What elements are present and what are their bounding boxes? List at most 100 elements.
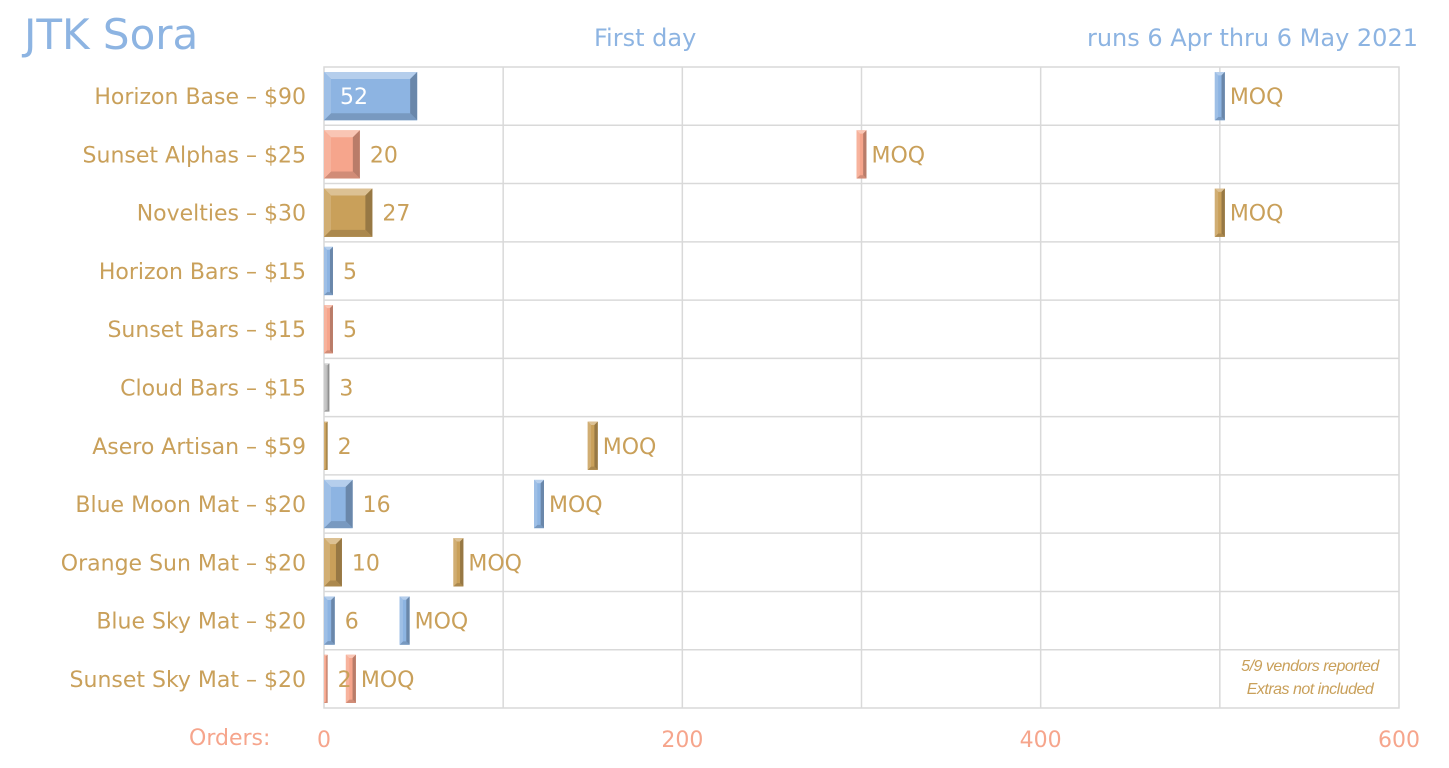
bar-body <box>324 596 335 645</box>
moq-marker-bevel-bottom <box>587 466 598 470</box>
moq-marker-body <box>345 654 356 703</box>
category-label: Horizon Base – $90 <box>94 85 306 110</box>
bar-bevel-top <box>324 72 418 79</box>
bar-bevel-right <box>352 130 360 179</box>
value-label: 2 <box>338 435 352 460</box>
moq-marker-bevel-right <box>406 596 410 645</box>
bar-body <box>324 188 373 237</box>
bar-bevel-bottom <box>324 641 335 645</box>
value-label: 27 <box>382 202 410 227</box>
value-label: 6 <box>345 610 359 635</box>
x-axis-title: Orders: <box>189 726 271 751</box>
bar-bevel-right <box>329 305 333 354</box>
bar-body <box>324 363 330 412</box>
bar-bevel-right <box>335 538 342 587</box>
category-label: Blue Sky Mat – $20 <box>96 610 306 635</box>
value-label: 10 <box>352 551 380 576</box>
moq-marker-bevel-left <box>345 654 350 703</box>
moq-marker-bevel-left <box>587 421 592 470</box>
x-tick-label: 400 <box>1020 728 1062 753</box>
bar-bevel-bottom <box>324 580 342 587</box>
moq-marker-bevel-left <box>1214 72 1219 121</box>
x-tick-label: 200 <box>661 728 703 753</box>
bar-bevel-left <box>324 421 326 470</box>
moq-marker-bevel-right <box>540 479 544 529</box>
bar-bevel-top <box>324 479 353 487</box>
bar <box>324 363 330 412</box>
moq-marker-bevel-bottom <box>856 175 867 179</box>
moq-marker-bevel-top <box>1214 72 1225 76</box>
bar-bevel-right <box>345 479 353 529</box>
moq-marker-bevel-left <box>534 479 538 529</box>
moq-marker-body <box>856 130 867 179</box>
footnote-vendors: 5/9 vendors reported <box>1241 658 1379 675</box>
value-label: 52 <box>340 85 368 110</box>
moq-marker-body <box>1214 188 1225 237</box>
category-label: Blue Moon Mat – $20 <box>75 493 306 518</box>
moq-label: MOQ <box>415 610 469 635</box>
bar-bevel-bottom <box>324 171 360 179</box>
moq-marker-bevel-bottom <box>453 583 464 587</box>
moq-marker-bevel-top <box>587 421 598 425</box>
moq-marker-bevel-left <box>399 596 403 645</box>
moq-marker-bevel-right <box>594 421 598 470</box>
footnote-extras: Extras not included <box>1246 681 1374 698</box>
moq-marker-bevel-bottom <box>399 641 410 645</box>
bar-bevel-left <box>324 479 331 529</box>
category-label: Horizon Bars – $15 <box>99 260 306 285</box>
run-dates: runs 6 Apr thru 6 May 2021 <box>1086 24 1418 52</box>
value-label: 5 <box>343 318 357 343</box>
bar-bevel-right <box>326 421 328 470</box>
bar <box>324 188 373 237</box>
moq-marker-bevel-top <box>399 596 410 600</box>
bar-bevel-top <box>324 538 342 545</box>
bar-bevel-left <box>324 72 331 121</box>
moq-marker-bevel-top <box>1214 188 1225 192</box>
moq-label: MOQ <box>603 435 657 460</box>
value-label: 3 <box>339 377 353 402</box>
bar-bevel-left <box>324 363 326 412</box>
moq-marker <box>1214 188 1225 237</box>
moq-marker-body <box>399 596 410 645</box>
bar-bevel-right <box>365 188 373 237</box>
bar-bevel-right <box>410 72 418 121</box>
moq-label: MOQ <box>549 493 603 518</box>
bar-bevel-left <box>324 246 327 296</box>
moq-label: MOQ <box>872 143 926 168</box>
category-label: Sunset Bars – $15 <box>107 318 306 343</box>
bar <box>324 654 328 703</box>
bar-bevel-bottom <box>324 229 373 237</box>
bar <box>324 479 353 529</box>
moq-marker-body <box>534 479 544 529</box>
bar-bevel-top <box>324 596 335 601</box>
bar <box>324 130 360 179</box>
bar-bevel-bottom <box>324 468 328 470</box>
bar-bevel-left <box>324 305 327 354</box>
category-label: Sunset Sky Mat – $20 <box>70 668 306 693</box>
bar-body <box>324 654 328 703</box>
bar-body <box>324 305 333 354</box>
moq-marker-bevel-right <box>460 538 464 587</box>
bar-bevel-right <box>329 246 333 296</box>
moq-marker <box>453 538 464 587</box>
moq-marker <box>587 421 598 470</box>
x-tick-label: 600 <box>1378 728 1420 753</box>
moq-label: MOQ <box>361 668 415 693</box>
bar <box>324 421 328 470</box>
bar-body <box>324 246 333 296</box>
moq-marker-bevel-bottom <box>345 699 356 703</box>
moq-marker-bevel-top <box>856 130 867 134</box>
moq-marker-bevel-bottom <box>1214 116 1225 121</box>
bar <box>324 305 333 354</box>
moq-label: MOQ <box>1230 85 1284 110</box>
bar-body <box>324 421 328 470</box>
bar-bevel-left <box>324 188 331 237</box>
value-label: 5 <box>343 260 357 285</box>
moq-marker-bevel-left <box>1214 188 1219 237</box>
bar-bevel-left <box>324 130 331 179</box>
moq-marker-body <box>453 538 464 587</box>
moq-marker-bevel-top <box>534 479 544 484</box>
bar-bevel-top <box>324 654 328 656</box>
bar-bevel-right <box>331 596 335 645</box>
